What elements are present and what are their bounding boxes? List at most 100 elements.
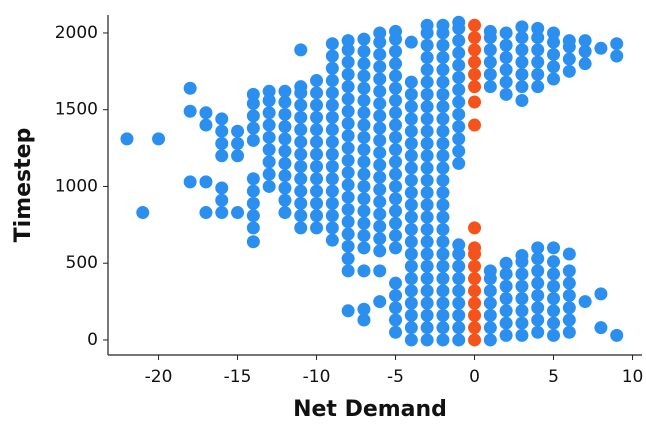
point (357, 313, 371, 327)
point (357, 106, 371, 120)
point (420, 308, 434, 322)
point (594, 321, 608, 335)
point (278, 132, 292, 146)
point (325, 196, 339, 210)
point (404, 247, 418, 261)
point (357, 229, 371, 243)
point (436, 321, 450, 335)
point (389, 179, 403, 193)
y-tick-label: 1000 (55, 176, 98, 196)
point (310, 196, 324, 210)
point (404, 333, 418, 347)
point (562, 264, 576, 278)
point (547, 241, 561, 255)
point (341, 304, 355, 318)
point (231, 136, 245, 150)
point (199, 175, 213, 189)
point (373, 60, 387, 74)
point (373, 97, 387, 111)
point (310, 221, 324, 235)
point (278, 95, 292, 109)
point (246, 184, 260, 198)
point (357, 167, 371, 181)
point (246, 235, 260, 249)
point (404, 186, 418, 200)
point (389, 216, 403, 230)
point (468, 118, 482, 132)
point (325, 233, 339, 247)
point (373, 121, 387, 135)
point (562, 276, 576, 290)
point (246, 133, 260, 147)
point (515, 316, 529, 330)
point (468, 43, 482, 57)
point (357, 204, 371, 218)
point (515, 249, 529, 263)
point (547, 279, 561, 293)
point (262, 130, 276, 144)
point (357, 264, 371, 278)
point (294, 221, 308, 235)
point (404, 87, 418, 101)
point (310, 160, 324, 174)
point (452, 120, 466, 134)
point (515, 80, 529, 94)
point (436, 149, 450, 163)
point (215, 193, 229, 207)
point (373, 264, 387, 278)
point (468, 272, 482, 286)
point (294, 110, 308, 124)
point (341, 129, 355, 143)
point (404, 35, 418, 49)
point (499, 279, 513, 293)
point (215, 181, 229, 195)
point (404, 149, 418, 163)
point (325, 61, 339, 75)
point (310, 184, 324, 198)
point (468, 308, 482, 322)
point (325, 209, 339, 223)
point (341, 104, 355, 118)
point (562, 64, 576, 78)
point (404, 308, 418, 322)
x-tick-label: -5 (387, 367, 404, 387)
point (452, 132, 466, 146)
point (515, 31, 529, 45)
point (547, 316, 561, 330)
point (452, 238, 466, 252)
point (231, 124, 245, 138)
point (373, 195, 387, 209)
point (404, 259, 418, 273)
point (420, 210, 434, 224)
point (199, 206, 213, 220)
point (325, 49, 339, 63)
point (420, 124, 434, 138)
point (531, 264, 545, 278)
point (389, 288, 403, 302)
point (436, 75, 450, 89)
point (436, 38, 450, 52)
point (373, 84, 387, 98)
point (357, 93, 371, 107)
point (373, 295, 387, 309)
point (531, 21, 545, 35)
point (452, 46, 466, 60)
point (436, 333, 450, 347)
point (278, 181, 292, 195)
point (231, 206, 245, 220)
point (420, 63, 434, 77)
point (389, 118, 403, 132)
point (215, 136, 229, 150)
point (483, 43, 497, 57)
point (531, 67, 545, 81)
point (547, 72, 561, 86)
point (404, 296, 418, 310)
point (310, 172, 324, 186)
point (389, 167, 403, 181)
point (515, 292, 529, 306)
point (310, 135, 324, 149)
point (325, 37, 339, 51)
point (325, 147, 339, 161)
point (310, 86, 324, 100)
